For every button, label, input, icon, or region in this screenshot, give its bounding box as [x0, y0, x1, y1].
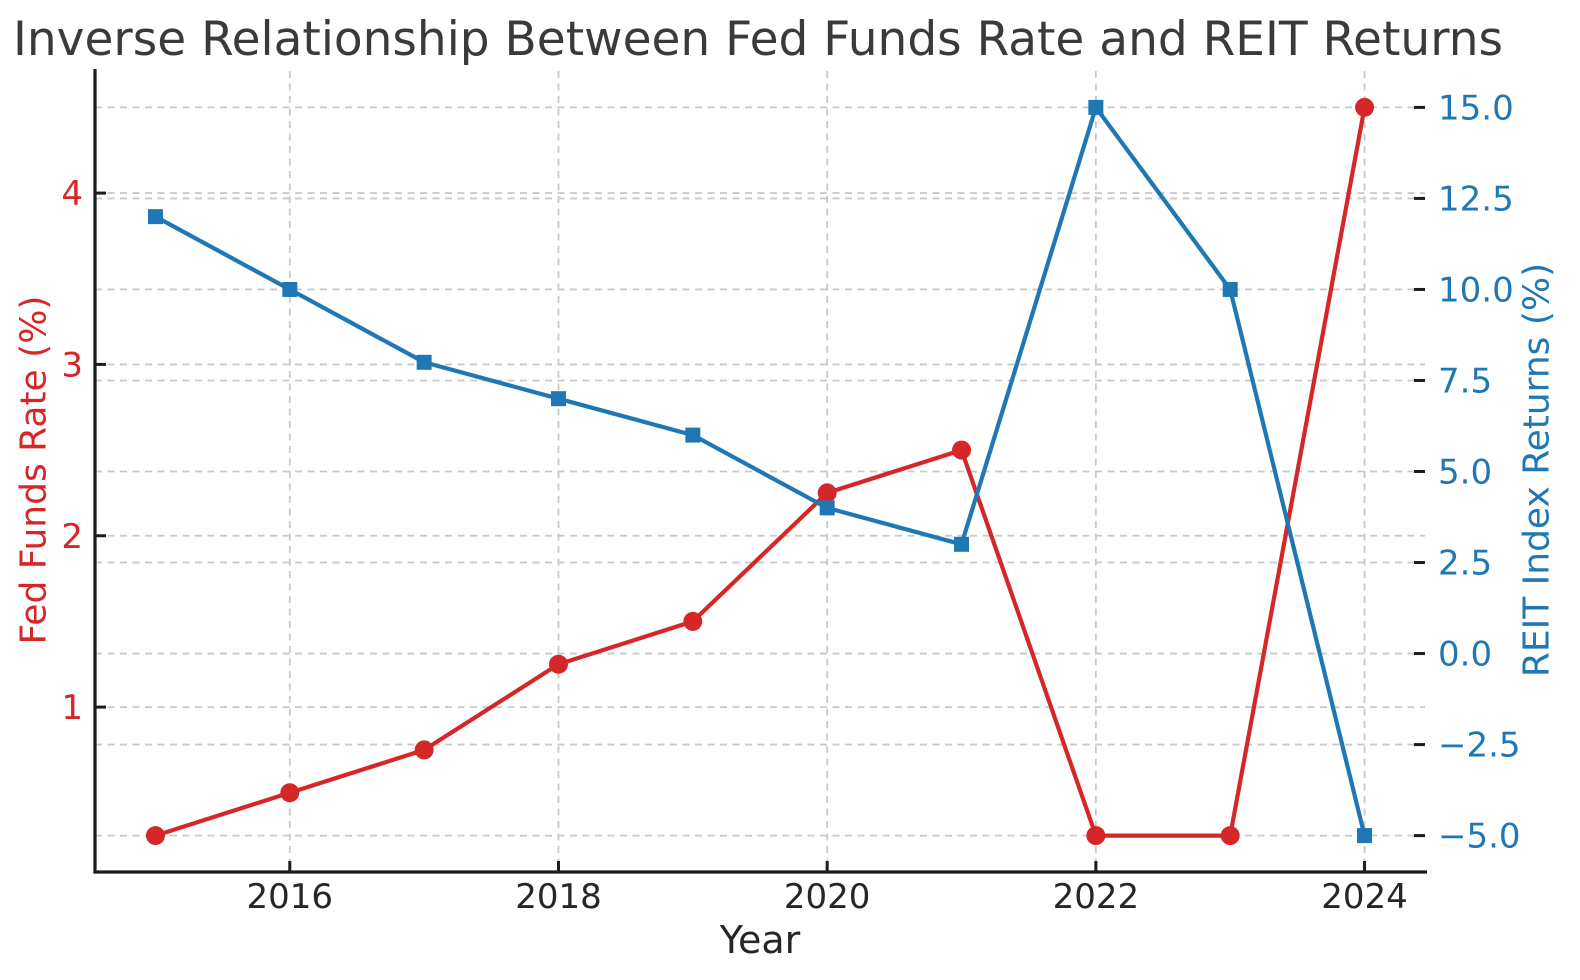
- fed-funds-rate-marker: [683, 611, 703, 631]
- reit-returns-marker: [685, 427, 701, 443]
- left-tick-label: 2: [61, 517, 83, 557]
- left-tick-label: 1: [61, 688, 83, 728]
- fed-funds-rate-marker: [1355, 97, 1375, 117]
- right-tick-label: 12.5: [1438, 179, 1514, 219]
- fed-funds-rate-marker: [1220, 826, 1240, 846]
- fed-funds-rate-marker: [145, 826, 165, 846]
- reit-returns-marker: [819, 500, 835, 516]
- chart-title: Inverse Relationship Between Fed Funds R…: [13, 12, 1503, 67]
- fed-funds-rate-marker: [548, 654, 568, 674]
- fed-funds-rate-marker: [817, 483, 837, 503]
- x-axis-label: Year: [719, 918, 801, 962]
- x-tick-label: 2022: [1053, 877, 1140, 917]
- right-tick-label: 15.0: [1438, 88, 1514, 128]
- fed-funds-rate-marker: [952, 440, 972, 460]
- fed-funds-rate-line: [153, 105, 1367, 838]
- left-tick-label: 4: [61, 174, 83, 214]
- x-tick-label: 2018: [515, 877, 602, 917]
- right-tick-label: 0.0: [1438, 635, 1492, 675]
- right-tick-label: −2.5: [1438, 726, 1521, 766]
- reit-returns-marker: [1357, 828, 1373, 844]
- reit-returns-marker: [1088, 99, 1104, 115]
- x-tick-label: 2016: [247, 877, 334, 917]
- right-tick-label: 10.0: [1438, 270, 1514, 310]
- fed-funds-rate-marker: [280, 783, 300, 803]
- right-tick-label: −5.0: [1438, 817, 1521, 857]
- reit-returns-line: [153, 105, 1367, 838]
- reit-returns-marker: [1222, 281, 1238, 297]
- right-tick-label: 2.5: [1438, 544, 1492, 584]
- x-tick-label: 2024: [1321, 877, 1408, 917]
- reit-returns-marker: [550, 391, 566, 407]
- reit-returns-marker: [416, 354, 432, 370]
- reit-returns-marker: [954, 536, 970, 552]
- left-y-axis-label: Fed Funds Rate (%): [13, 295, 55, 645]
- reit-returns-marker: [147, 209, 163, 225]
- right-tick-label: 5.0: [1438, 453, 1492, 493]
- left-tick-label: 3: [61, 345, 83, 385]
- reit-returns-marker: [282, 281, 298, 297]
- right-tick-label: 7.5: [1438, 361, 1492, 401]
- right-y-axis-label: REIT Index Returns (%): [1516, 262, 1558, 678]
- x-tick-label: 2020: [784, 877, 871, 917]
- fed-funds-rate-marker: [1086, 826, 1106, 846]
- fed-funds-rate-marker: [414, 740, 434, 760]
